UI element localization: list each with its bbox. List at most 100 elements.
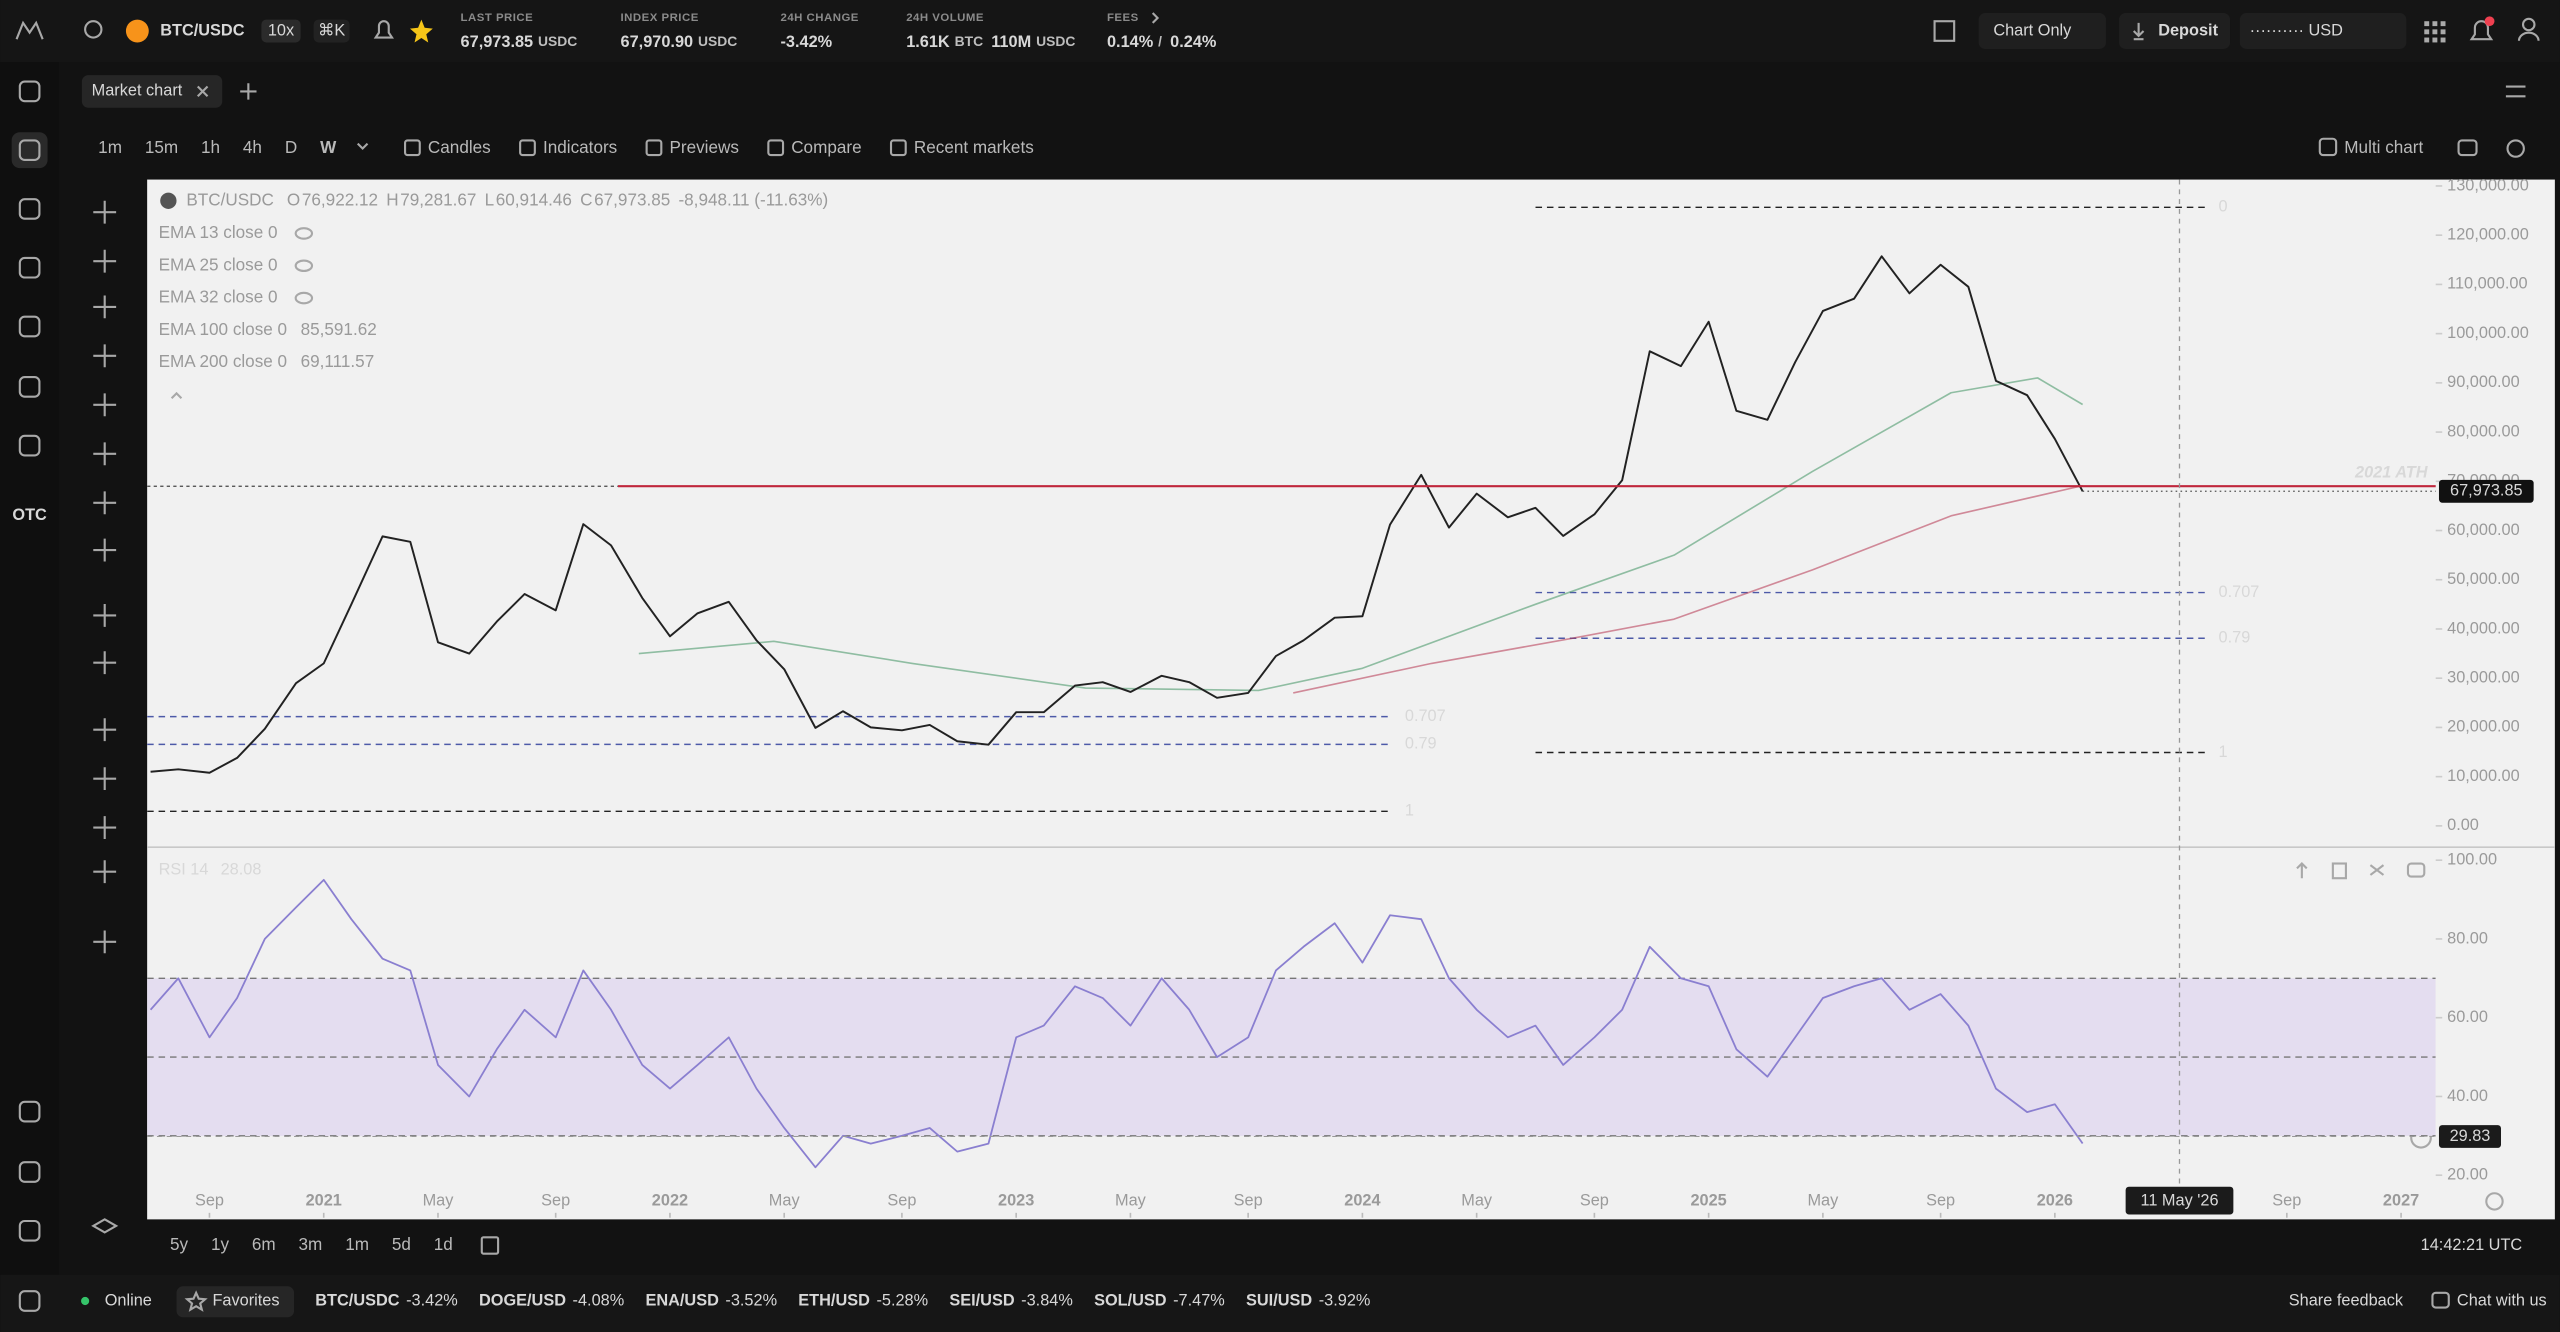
view-menu[interactable]: Chart Only bbox=[1993, 21, 2072, 39]
drawing-tool[interactable] bbox=[93, 603, 117, 627]
ticker-symbol[interactable]: SEI/USD bbox=[949, 1291, 1014, 1309]
drawing-tool[interactable] bbox=[93, 816, 117, 840]
hidden-eye[interactable] bbox=[294, 259, 314, 273]
range-button[interactable]: 1d bbox=[434, 1234, 453, 1254]
range-button[interactable]: 1m bbox=[345, 1234, 369, 1254]
nav-otc[interactable]: OTC bbox=[12, 506, 47, 524]
share-feedback[interactable]: Share feedback bbox=[2289, 1291, 2404, 1309]
tab-bg[interactable] bbox=[81, 75, 223, 108]
timeframe[interactable]: 1h bbox=[201, 137, 220, 157]
range-button[interactable]: 3m bbox=[299, 1234, 323, 1254]
range-button[interactable]: 6m bbox=[252, 1234, 276, 1254]
hidden-eye[interactable] bbox=[294, 227, 314, 240]
nav-icon[interactable] bbox=[18, 1290, 41, 1312]
rsi-maximize[interactable] bbox=[2406, 862, 2426, 878]
range-button[interactable]: 5y bbox=[170, 1234, 189, 1254]
timeframe-more[interactable] bbox=[356, 142, 369, 151]
drawing-tool[interactable] bbox=[93, 393, 117, 417]
rsi-collapse[interactable] bbox=[2369, 864, 2385, 876]
tool-icon bbox=[889, 139, 907, 157]
help-icon[interactable] bbox=[2506, 139, 2525, 158]
ticker-symbol[interactable]: ETH/USD bbox=[798, 1291, 870, 1309]
add-tab[interactable] bbox=[240, 83, 257, 100]
drawing-tool[interactable] bbox=[93, 538, 117, 562]
nav-icon[interactable] bbox=[18, 1161, 41, 1183]
multi-chart-checkbox[interactable] bbox=[2318, 137, 2338, 157]
ticker-symbol[interactable]: SOL/USD bbox=[1094, 1291, 1167, 1309]
nav-icon[interactable] bbox=[18, 315, 41, 338]
notification-icon[interactable] bbox=[2469, 20, 2494, 41]
favorites[interactable]: Favorites bbox=[212, 1291, 279, 1309]
nav-icon[interactable] bbox=[18, 1100, 41, 1123]
timeframe[interactable]: W bbox=[320, 137, 337, 157]
chat[interactable]: Chat with us bbox=[2457, 1291, 2547, 1309]
drawing-tool[interactable] bbox=[93, 718, 117, 742]
star-icon[interactable] bbox=[409, 19, 433, 43]
calendar-icon[interactable] bbox=[480, 1236, 500, 1255]
snapshot-icon[interactable] bbox=[2457, 139, 2478, 157]
bell-icon[interactable] bbox=[373, 20, 394, 39]
drawing-tool[interactable] bbox=[93, 860, 117, 884]
ticker-symbol[interactable]: ENA/USD bbox=[645, 1291, 719, 1309]
account[interactable]: ·········· USD bbox=[2250, 21, 2343, 39]
drawing-tool[interactable] bbox=[93, 930, 117, 954]
legend-collapse[interactable] bbox=[170, 391, 183, 400]
timeframe[interactable]: D bbox=[285, 137, 297, 157]
range-button[interactable]: 1y bbox=[211, 1234, 230, 1254]
nav-icon[interactable] bbox=[18, 139, 41, 162]
timeframe[interactable]: 15m bbox=[145, 137, 178, 157]
layers-icon[interactable] bbox=[91, 1218, 119, 1234]
apps-icon[interactable] bbox=[2424, 21, 2446, 43]
nav-icon[interactable] bbox=[18, 80, 41, 103]
layout-icon[interactable] bbox=[1933, 20, 1956, 42]
logo[interactable] bbox=[15, 20, 44, 40]
nav-icon[interactable] bbox=[18, 198, 41, 220]
account-button-bg[interactable] bbox=[2239, 13, 2407, 49]
ohlc-value: 67,973.85 bbox=[594, 189, 670, 209]
ema-line bbox=[1293, 484, 2083, 694]
drawing-tool[interactable] bbox=[93, 491, 117, 515]
ticker-symbol[interactable]: DOGE/USD bbox=[479, 1291, 566, 1309]
range-button[interactable]: 5d bbox=[392, 1234, 411, 1254]
axis-settings[interactable] bbox=[2485, 1192, 2504, 1211]
drawing-tool[interactable] bbox=[93, 344, 117, 368]
toolbar-tool[interactable]: Candles bbox=[428, 137, 491, 157]
multi-chart[interactable]: Multi chart bbox=[2344, 137, 2423, 157]
symbol[interactable]: BTC/USDC bbox=[160, 21, 244, 39]
settings-icon[interactable] bbox=[2505, 85, 2526, 98]
rsi-delete[interactable] bbox=[2331, 862, 2347, 880]
drawing-tool[interactable] bbox=[93, 249, 117, 273]
nav-icon[interactable] bbox=[18, 376, 41, 398]
drawing-tool[interactable] bbox=[93, 442, 117, 466]
hidden-eye[interactable] bbox=[294, 291, 314, 305]
ticker-symbol[interactable]: SUI/USD bbox=[1246, 1291, 1312, 1309]
stat-unit: USDC bbox=[538, 33, 577, 49]
deposit[interactable]: Deposit bbox=[2158, 21, 2218, 39]
fib-label: 0.79 bbox=[1405, 735, 1437, 753]
timeframe[interactable]: 4h bbox=[243, 137, 262, 157]
drawing-tool[interactable] bbox=[93, 767, 117, 791]
timeframe[interactable]: 1m bbox=[98, 137, 122, 157]
ticker-symbol[interactable]: BTC/USDC bbox=[315, 1291, 399, 1309]
toolbar-tool[interactable]: Indicators bbox=[543, 137, 617, 157]
search-icon[interactable] bbox=[84, 20, 103, 39]
drawing-tool[interactable] bbox=[93, 200, 117, 224]
deposit-button-bg[interactable] bbox=[2119, 13, 2231, 49]
tab-label[interactable]: Market chart bbox=[92, 82, 183, 100]
rsi-y-tick-label: 40.00 bbox=[2447, 1087, 2488, 1105]
user-icon[interactable] bbox=[2521, 17, 2536, 32]
drawing-tool[interactable] bbox=[93, 651, 117, 675]
drawing-tool[interactable] bbox=[93, 295, 117, 319]
x-tick-label: Sep bbox=[1580, 1192, 1609, 1210]
nav-icon[interactable] bbox=[18, 1219, 41, 1242]
rsi-move-up[interactable] bbox=[2296, 862, 2308, 879]
chart-only-button-bg[interactable] bbox=[1978, 13, 2106, 49]
tab-close[interactable] bbox=[196, 85, 209, 98]
favorites-bg[interactable] bbox=[176, 1286, 295, 1318]
nav-icon[interactable] bbox=[18, 434, 41, 457]
toolbar-tool[interactable]: Recent markets bbox=[914, 137, 1034, 157]
toolbar-tool[interactable]: Previews bbox=[669, 137, 738, 157]
nav-icon[interactable] bbox=[18, 256, 41, 279]
toolbar-tool[interactable]: Compare bbox=[791, 137, 861, 157]
last-price-tag bbox=[2438, 479, 2534, 503]
